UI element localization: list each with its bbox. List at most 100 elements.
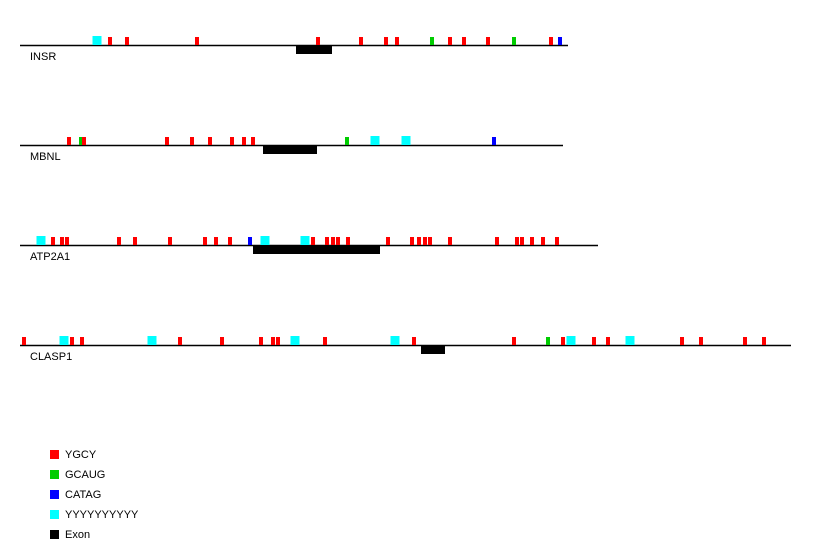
motif-yyyyyyyyyy — [147, 336, 157, 345]
motif-ygcy — [336, 237, 340, 245]
legend-label: Exon — [65, 529, 90, 541]
motif-gcaug — [79, 137, 83, 145]
motif-ygcy — [561, 337, 565, 345]
motif-gcaug — [546, 337, 550, 345]
legend-item-catag: CATAG — [50, 489, 101, 501]
motif-ygcy — [230, 137, 234, 145]
motif-yyyyyyyyyy — [566, 336, 576, 345]
motif-ygcy — [228, 237, 232, 245]
exon-block — [296, 45, 332, 54]
motif-yyyyyyyyyy — [290, 336, 300, 345]
motif-ygcy — [495, 237, 499, 245]
motif-ygcy — [117, 237, 121, 245]
motif-ygcy — [316, 37, 320, 45]
motif-gcaug — [512, 37, 516, 45]
legend-label: YGCY — [65, 449, 97, 461]
motif-ygcy — [512, 337, 516, 345]
motif-yyyyyyyyyy — [625, 336, 635, 345]
motif-ygcy — [555, 237, 559, 245]
legend-item-exon: Exon — [50, 529, 90, 541]
motif-ygcy — [359, 37, 363, 45]
motif-yyyyyyyyyy — [300, 236, 310, 245]
motif-catag — [492, 137, 496, 145]
motif-ygcy — [530, 237, 534, 245]
motif-ygcy — [592, 337, 596, 345]
exon-block — [421, 345, 445, 354]
motif-ygcy — [423, 237, 427, 245]
motif-ygcy — [60, 237, 64, 245]
motif-yyyyyyyyyy — [260, 236, 270, 245]
motif-ygcy — [165, 137, 169, 145]
legend-swatch — [50, 490, 59, 499]
legend-label: CATAG — [65, 489, 101, 501]
exon-block — [253, 245, 380, 254]
legend-item-gcaug: GCAUG — [50, 469, 105, 481]
motif-ygcy — [606, 337, 610, 345]
motif-ygcy — [108, 37, 112, 45]
legend-item-yyyyyyyyyy: YYYYYYYYYY — [50, 509, 139, 521]
motif-ygcy — [65, 237, 69, 245]
motif-ygcy — [82, 137, 86, 145]
legend-swatch — [50, 450, 59, 459]
gene-track-atp2a1: ATP2A1 — [20, 236, 598, 263]
motif-ygcy — [515, 237, 519, 245]
motif-ygcy — [386, 237, 390, 245]
motif-ygcy — [51, 237, 55, 245]
motif-ygcy — [462, 37, 466, 45]
motif-ygcy — [520, 237, 524, 245]
legend-swatch — [50, 530, 59, 539]
motif-ygcy — [410, 237, 414, 245]
motif-yyyyyyyyyy — [390, 336, 400, 345]
motif-ygcy — [271, 337, 275, 345]
motif-ygcy — [168, 237, 172, 245]
motif-ygcy — [208, 137, 212, 145]
motif-ygcy — [190, 137, 194, 145]
motif-ygcy — [331, 237, 335, 245]
motif-ygcy — [680, 337, 684, 345]
motif-yyyyyyyyyy — [36, 236, 46, 245]
motif-catag — [248, 237, 252, 245]
motif-ygcy — [428, 237, 432, 245]
motif-ygcy — [242, 137, 246, 145]
motif-ygcy — [412, 337, 416, 345]
motif-ygcy — [541, 237, 545, 245]
motif-yyyyyyyyyy — [401, 136, 411, 145]
gene-label: ATP2A1 — [30, 251, 70, 263]
gene-track-mbnl: MBNL — [20, 136, 563, 163]
gene-label: INSR — [30, 51, 56, 63]
motif-ygcy — [125, 37, 129, 45]
gene-track-clasp1: CLASP1 — [20, 336, 791, 363]
motif-ygcy — [323, 337, 327, 345]
motif-ygcy — [80, 337, 84, 345]
motif-ygcy — [133, 237, 137, 245]
gene-label: MBNL — [30, 151, 61, 163]
motif-catag — [558, 37, 562, 45]
legend-label: YYYYYYYYYY — [65, 509, 139, 521]
motif-ygcy — [743, 337, 747, 345]
motif-gcaug — [345, 137, 349, 145]
gene-label: CLASP1 — [30, 351, 72, 363]
motif-ygcy — [203, 237, 207, 245]
motif-ygcy — [346, 237, 350, 245]
legend-swatch — [50, 470, 59, 479]
motif-ygcy — [220, 337, 224, 345]
legend: YGCY GCAUG CATAG YYYYYYYYYY Exon — [50, 449, 139, 541]
motif-yyyyyyyyyy — [59, 336, 69, 345]
motif-ygcy — [178, 337, 182, 345]
motif-ygcy — [325, 237, 329, 245]
exon-block — [263, 145, 317, 154]
motif-ygcy — [70, 337, 74, 345]
legend-item-ygcy: YGCY — [50, 449, 97, 461]
motif-ygcy — [67, 137, 71, 145]
motif-yyyyyyyyyy — [370, 136, 380, 145]
motif-ygcy — [699, 337, 703, 345]
motif-ygcy — [448, 237, 452, 245]
motif-ygcy — [276, 337, 280, 345]
motif-ygcy — [762, 337, 766, 345]
motif-ygcy — [448, 37, 452, 45]
gene-track-insr: INSR — [20, 36, 568, 63]
motif-ygcy — [259, 337, 263, 345]
motif-ygcy — [417, 237, 421, 245]
motif-ygcy — [384, 37, 388, 45]
